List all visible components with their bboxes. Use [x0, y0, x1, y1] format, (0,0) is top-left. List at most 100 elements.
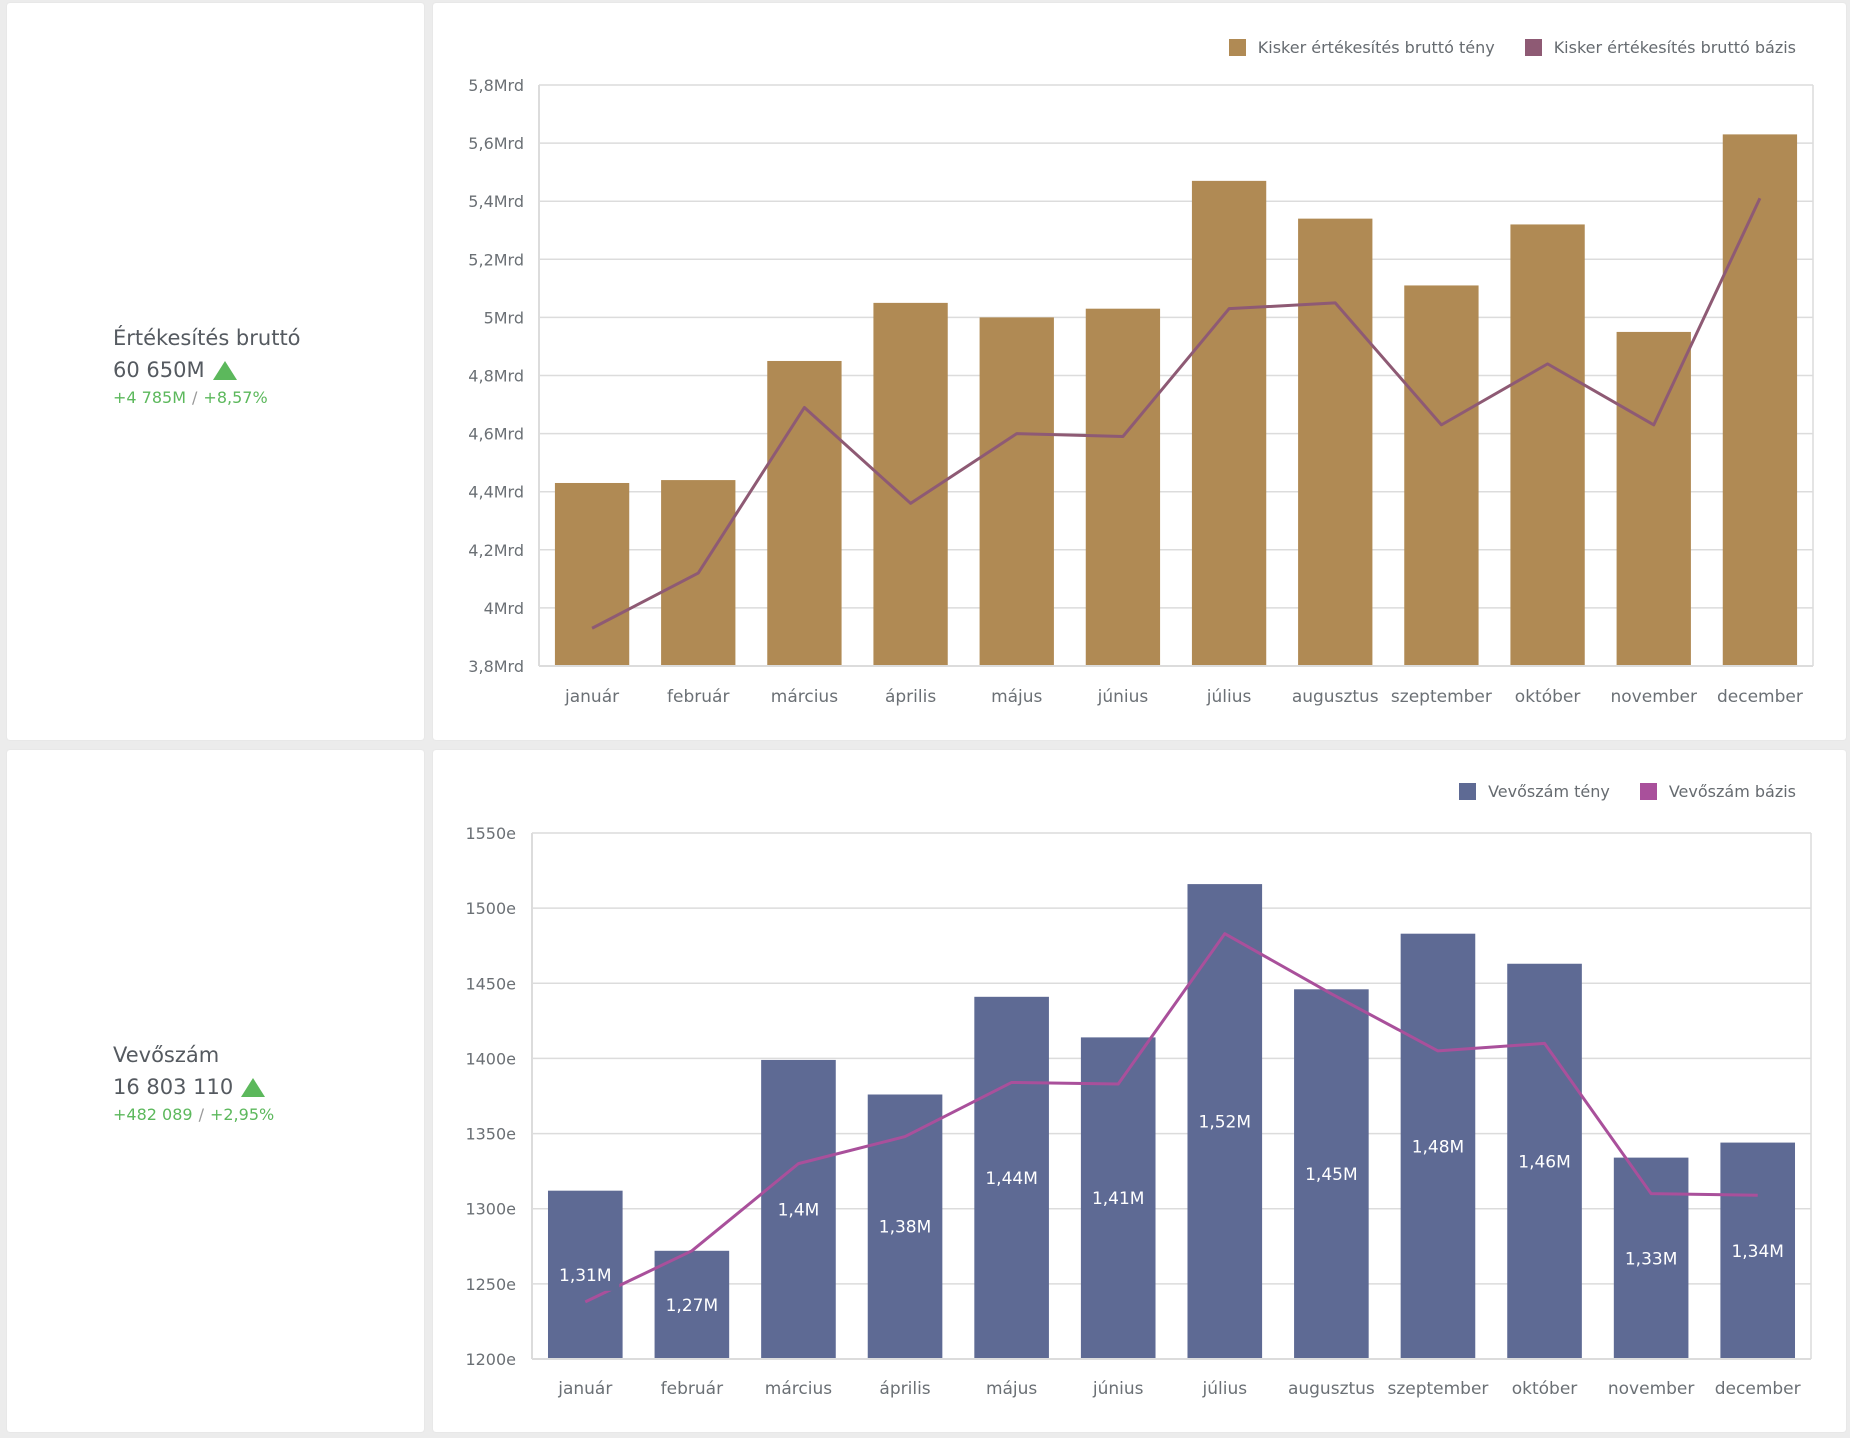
- data-label: 1,31M: [559, 1266, 612, 1286]
- kpi-customers: Vevőszám 16 803 110 +482 089 / +2,95%: [113, 1043, 274, 1124]
- kpi-sales: Értékesítés bruttó 60 650M +4 785M / +8,57…: [113, 326, 301, 407]
- data-label: 1,52M: [1199, 1113, 1252, 1133]
- bar: [1510, 224, 1585, 665]
- kpi-delta: +4 785M / +8,57%: [113, 388, 301, 407]
- bar: [979, 317, 1054, 665]
- kpi-value: 16 803 110: [113, 1075, 274, 1099]
- y-tick-label: 1550e: [465, 824, 516, 843]
- bar: [1616, 331, 1691, 665]
- bar: [1404, 285, 1479, 665]
- bar: [1298, 218, 1373, 665]
- data-label-bg: [1723, 1234, 1792, 1267]
- data-label: 1,44M: [985, 1169, 1038, 1189]
- kpi-card-customers: Vevőszám 16 803 110 +482 089 / +2,95%: [7, 750, 424, 1432]
- data-label-bg: [1617, 1242, 1686, 1275]
- kpi-value: 60 650M: [113, 358, 301, 382]
- data-label: 1,45M: [1305, 1165, 1358, 1185]
- data-label-bg: [1510, 1145, 1579, 1178]
- legend-swatch-bar-icon: [1459, 783, 1477, 800]
- bar: [1191, 180, 1267, 666]
- y-tick-label: 4,4Mrd: [468, 483, 524, 502]
- x-tick-label: június: [1097, 687, 1149, 707]
- y-tick-label: 5,6Mrd: [468, 134, 524, 153]
- kpi-value-text: 60 650M: [113, 358, 205, 382]
- x-tick-label: december: [1715, 1379, 1801, 1399]
- data-label: 1,34M: [1731, 1242, 1784, 1262]
- kpi-card-sales: Értékesítés bruttó 60 650M +4 785M / +8,57…: [7, 3, 424, 740]
- x-tick-label: szeptember: [1391, 687, 1492, 707]
- kpi-title: Vevőszám: [113, 1043, 220, 1067]
- baseline-series-line: [584, 932, 1758, 1304]
- x-tick-label: szeptember: [1387, 1379, 1488, 1399]
- legend-label: Kisker értékesítés bruttó tény: [1257, 38, 1495, 57]
- legend-label: Vevőszám bázis: [1668, 782, 1796, 801]
- x-tick-label: március: [771, 687, 838, 707]
- kpi-delta-abs: +482 089: [113, 1105, 193, 1124]
- y-tick-label: 5,8Mrd: [468, 76, 524, 95]
- legend-item-customers-base[interactable]: Vevőszám bázis: [1639, 782, 1796, 801]
- legend-item-sales-actual[interactable]: Kisker értékesítés bruttó tény: [1228, 38, 1495, 57]
- data-label-bg: [551, 1258, 620, 1291]
- y-tick-label: 1350e: [465, 1125, 516, 1144]
- y-tick-label: 4,6Mrd: [468, 425, 524, 444]
- y-tick-label: 1400e: [465, 1049, 516, 1068]
- data-label-bg: [871, 1210, 940, 1243]
- x-tick-label: november: [1611, 687, 1698, 707]
- data-label-bg: [1084, 1182, 1153, 1215]
- data-label-bg: [1403, 1130, 1472, 1163]
- bar: [767, 360, 842, 665]
- legend-label: Vevőszám tény: [1488, 782, 1610, 801]
- kpi-value-text: 16 803 110: [113, 1075, 234, 1099]
- x-tick-label: július: [1206, 687, 1252, 707]
- kpi-delta-pct: +2,95%: [209, 1105, 275, 1124]
- legend-item-sales-base[interactable]: Kisker értékesítés bruttó bázis: [1524, 38, 1796, 57]
- data-label-bg: [1190, 1105, 1259, 1138]
- data-label: 1,4M: [778, 1200, 820, 1220]
- x-tick-label: január: [564, 687, 619, 707]
- data-label: 1,27M: [666, 1296, 719, 1316]
- legend-label: Kisker értékesítés bruttó bázis: [1553, 38, 1796, 57]
- y-tick-label: 4,2Mrd: [468, 541, 524, 560]
- bar: [1085, 308, 1161, 665]
- legend-swatch-bar-icon: [1228, 39, 1246, 56]
- bar: [554, 482, 630, 665]
- x-tick-label: május: [991, 687, 1042, 707]
- x-tick-label: november: [1608, 1379, 1695, 1399]
- x-tick-label: január: [557, 1379, 612, 1399]
- chart-legend: Kisker értékesítés bruttó tény Kisker ér…: [1199, 38, 1796, 57]
- y-tick-label: 3,8Mrd: [468, 657, 524, 676]
- x-tick-label: június: [1092, 1379, 1144, 1399]
- y-tick-label: 1250e: [465, 1275, 516, 1294]
- data-label: 1,46M: [1518, 1152, 1571, 1172]
- data-label-bg: [657, 1288, 726, 1321]
- x-tick-label: október: [1512, 1379, 1578, 1399]
- x-tick-label: február: [661, 1379, 723, 1399]
- x-tick-label: március: [765, 1379, 832, 1399]
- kpi-delta-separator: /: [198, 1105, 204, 1124]
- kpi-delta: +482 089 / +2,95%: [113, 1105, 274, 1124]
- y-tick-label: 4,8Mrd: [468, 367, 524, 386]
- trend-up-icon: [241, 1077, 266, 1097]
- x-tick-label: április: [879, 1379, 930, 1399]
- y-tick-label: 5,2Mrd: [468, 250, 524, 269]
- y-tick-label: 1450e: [465, 974, 516, 993]
- data-label: 1,33M: [1625, 1249, 1678, 1269]
- chart-legend: Vevőszám tény Vevőszám bázis: [1429, 782, 1796, 801]
- y-tick-label: 1500e: [465, 899, 516, 918]
- x-tick-label: február: [667, 687, 729, 707]
- x-tick-label: október: [1515, 687, 1581, 707]
- x-tick-label: május: [986, 1379, 1037, 1399]
- baseline-series-line: [591, 197, 1762, 630]
- y-tick-label: 5,4Mrd: [468, 192, 524, 211]
- data-label: 1,41M: [1092, 1189, 1145, 1209]
- bar: [1722, 134, 1798, 665]
- legend-item-customers-actual[interactable]: Vevőszám tény: [1459, 782, 1610, 801]
- y-tick-label: 5Mrd: [484, 308, 524, 327]
- kpi-title: Értékesítés bruttó: [113, 326, 301, 350]
- y-tick-label: 1300e: [465, 1200, 516, 1219]
- data-label-bg: [764, 1193, 833, 1226]
- kpi-delta-pct: +8,57%: [203, 388, 268, 407]
- kpi-delta-separator: /: [192, 388, 198, 407]
